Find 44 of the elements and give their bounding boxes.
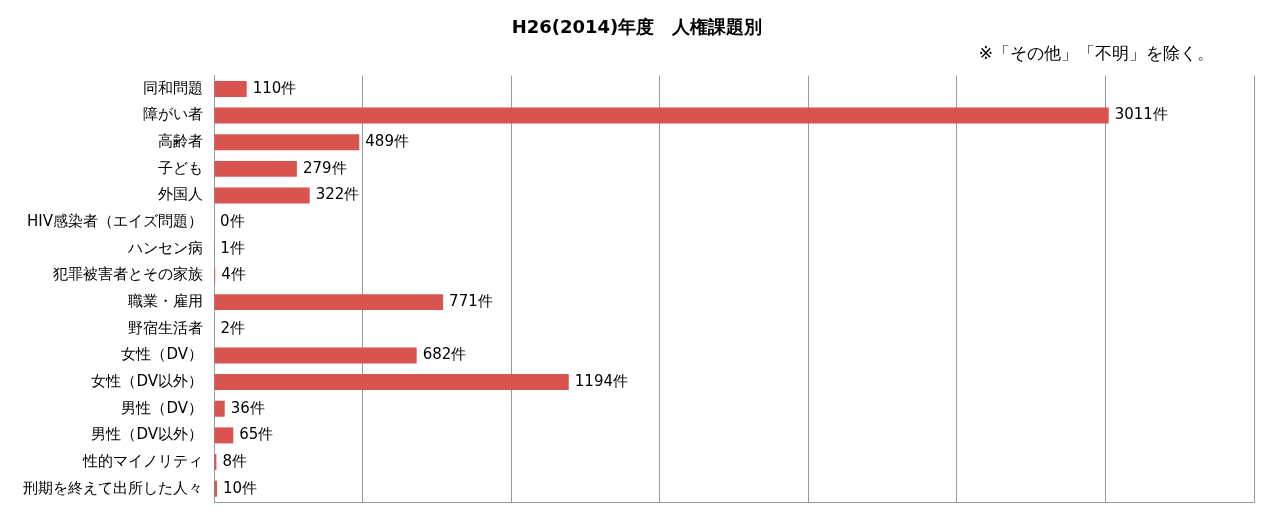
bar [214, 374, 569, 391]
data-label: 279件 [302, 158, 347, 177]
data-label: 4件 [221, 265, 246, 284]
data-label: 489件 [365, 132, 409, 151]
y-tick-label: 刑期を終えて出所した人々 [23, 478, 203, 497]
y-tick-label: 職業・雇用 [128, 292, 203, 311]
y-tick-label: 障がい者 [143, 105, 203, 124]
y-tick-label: 同和問題 [143, 78, 203, 97]
y-tick-label: 子ども [158, 158, 203, 177]
y-tick-label: 女性（DV） [121, 345, 203, 364]
data-label: 682件 [422, 345, 467, 364]
bar [214, 160, 297, 177]
y-tick-label: 男性（DV以外） [91, 425, 203, 444]
y-tick-label: 女性（DV以外） [91, 371, 203, 390]
data-label: 3011件 [1114, 105, 1168, 124]
data-label: 322件 [315, 185, 360, 204]
y-tick-label: 男性（DV） [121, 398, 203, 417]
chart-title: H26(2014)年度 人権課題別 [511, 16, 763, 38]
text: ※「その他」「不明」を除く。 [978, 42, 1214, 65]
y-tick-label: HIV感染者（エイズ問題） [27, 212, 203, 231]
y-tick-label: 外国人 [158, 185, 203, 204]
bar [214, 187, 310, 204]
data-label: 771件 [449, 292, 493, 311]
y-tick-label: 性的マイノリティ [82, 451, 203, 470]
bar [214, 400, 225, 417]
data-label: 36件 [230, 398, 265, 417]
data-label: 1194件 [574, 371, 628, 390]
data-label: 65件 [239, 425, 274, 444]
data-label: 110件 [252, 78, 297, 97]
y-tick-label: 犯罪被害者とその家族 [53, 265, 203, 284]
bar [214, 107, 1109, 124]
y-tick-label: ハンセン病 [127, 238, 203, 257]
data-label: 1件 [220, 238, 245, 257]
data-label: 0件 [220, 212, 245, 231]
bar [214, 294, 444, 311]
y-tick-label: 高齢者 [158, 132, 203, 151]
data-label: 10件 [222, 478, 258, 497]
bar [214, 134, 360, 151]
bar [214, 347, 417, 364]
data-label: 2件 [220, 318, 246, 337]
y-tick-label: 野宿生活者 [128, 318, 203, 337]
data-label: 8件 [222, 451, 247, 470]
bar [214, 427, 234, 444]
bar [214, 80, 247, 97]
